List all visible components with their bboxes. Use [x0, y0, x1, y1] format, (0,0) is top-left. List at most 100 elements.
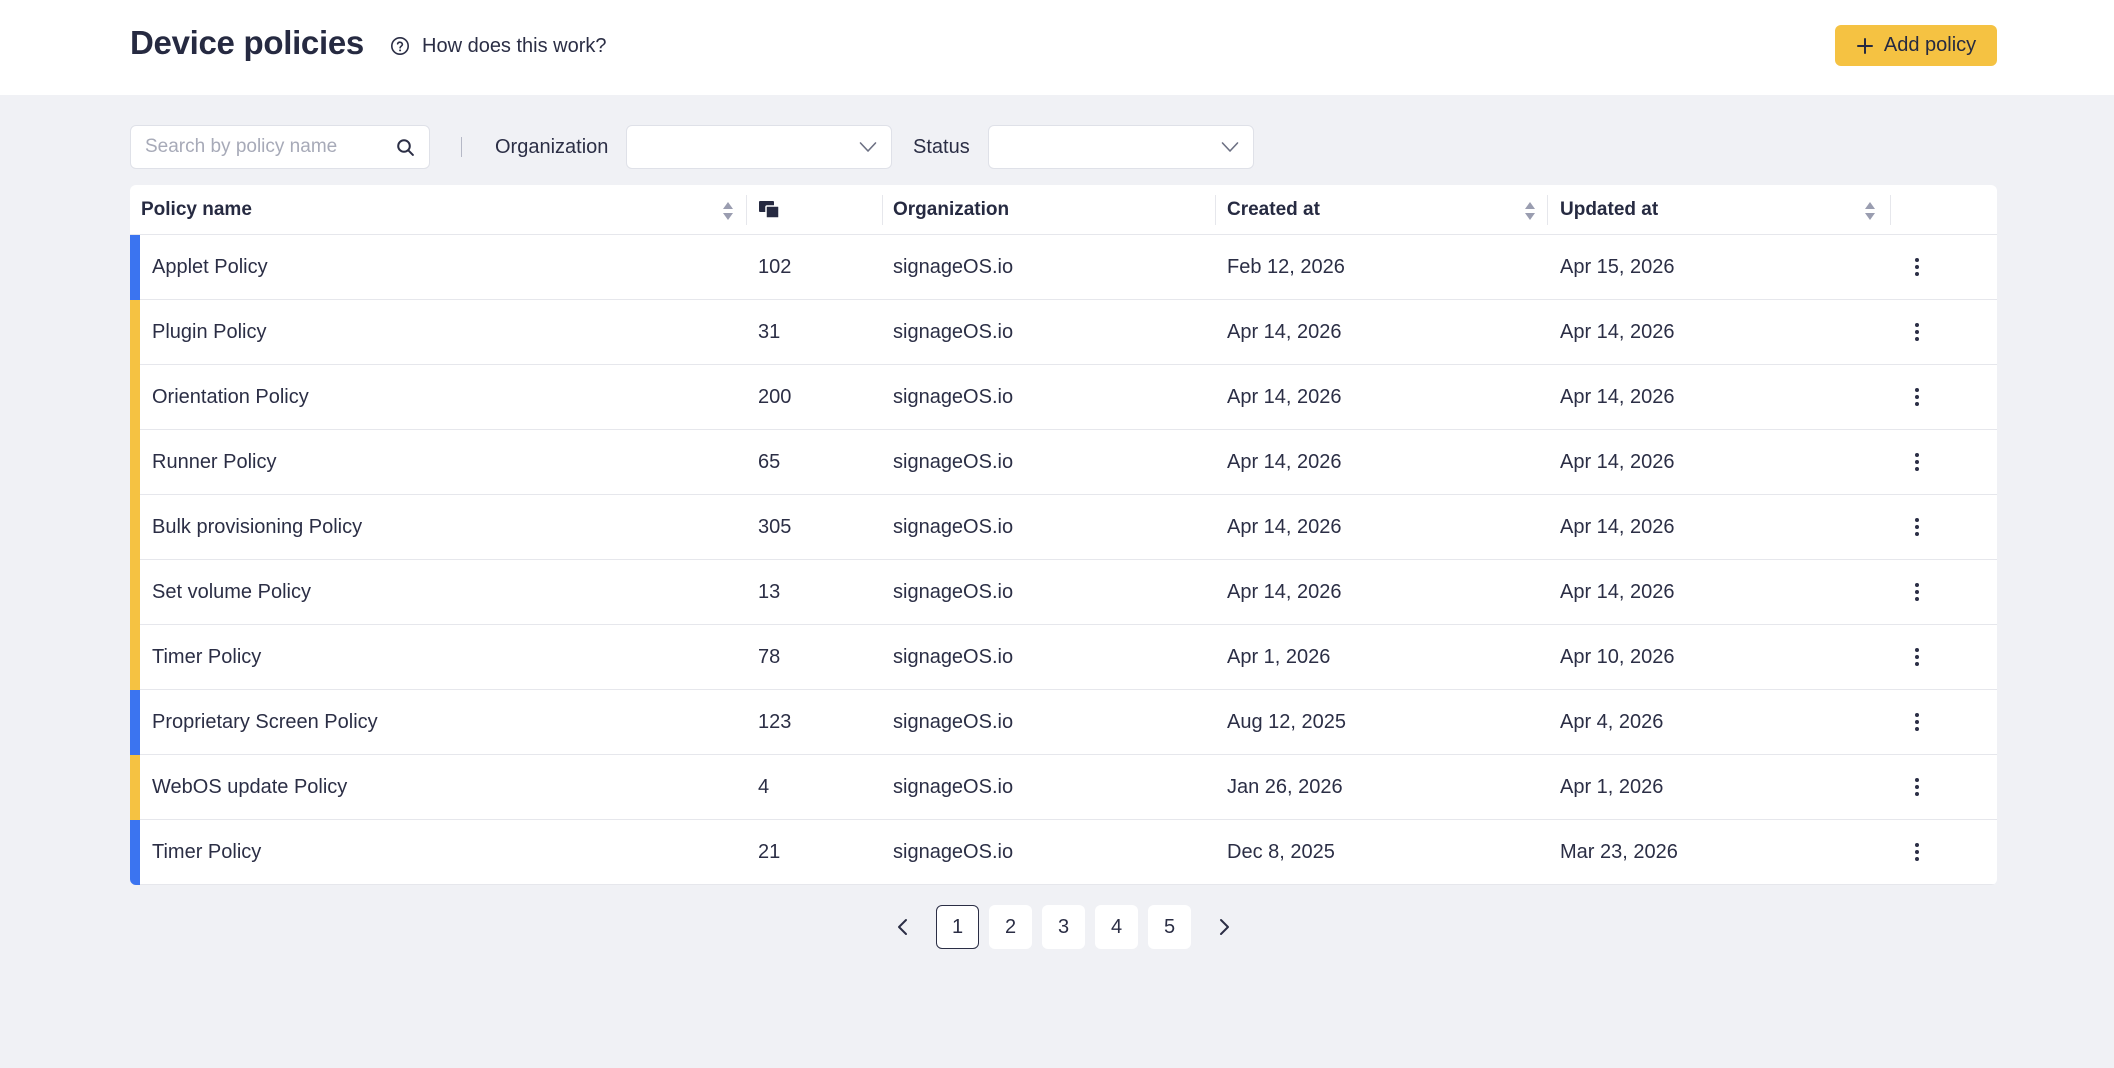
status-indicator: [130, 495, 140, 560]
table-row[interactable]: Orientation Policy 200 signageOS.io Apr 14,…: [130, 365, 1997, 430]
search-icon[interactable]: [396, 138, 415, 157]
column-divider: [1890, 195, 1891, 225]
organization-cell: signageOS.io: [893, 385, 1014, 408]
column-header-updated-at: Updated at: [1560, 199, 1659, 220]
more-options-icon[interactable]: [1910, 255, 1924, 279]
status-select[interactable]: [988, 125, 1254, 169]
next-page-arrow-icon[interactable]: [1212, 915, 1236, 939]
organization-cell: signageOS.io: [893, 255, 1014, 278]
device-count-cell: 13: [758, 580, 781, 603]
created-at-cell: Apr 14, 2026: [1227, 320, 1342, 343]
more-options-icon[interactable]: [1910, 710, 1924, 734]
created-at-cell: Apr 14, 2026: [1227, 515, 1342, 538]
policy-name-cell: Proprietary Screen Policy: [152, 710, 378, 733]
column-divider: [882, 195, 883, 225]
more-options-icon[interactable]: [1910, 775, 1924, 799]
top-bar: Device policies How does this work? Add …: [0, 0, 2114, 95]
page-button[interactable]: 1: [936, 905, 979, 949]
policy-name-cell: Timer Policy: [152, 840, 262, 863]
updated-at-cell: Apr 1, 2026: [1560, 775, 1664, 798]
policies-table: Policy name Organization Created at Upda…: [130, 185, 1997, 885]
created-at-cell: Dec 8, 2025: [1227, 840, 1335, 863]
sort-icon[interactable]: [1523, 200, 1537, 222]
updated-at-cell: Apr 10, 2026: [1560, 645, 1675, 668]
search-input[interactable]: [145, 126, 385, 168]
help-link[interactable]: How does this work?: [390, 32, 607, 60]
more-options-icon[interactable]: [1910, 515, 1924, 539]
table-row[interactable]: Proprietary Screen Policy 123 signageOS.io…: [130, 690, 1997, 755]
status-indicator: [130, 755, 140, 820]
organization-select[interactable]: [626, 125, 892, 169]
more-options-icon[interactable]: [1910, 580, 1924, 604]
more-options-icon[interactable]: [1910, 450, 1924, 474]
organization-cell: signageOS.io: [893, 710, 1014, 733]
created-at-cell: Apr 14, 2026: [1227, 450, 1342, 473]
policy-name-cell: Orientation Policy: [152, 385, 309, 408]
policy-name-cell: Plugin Policy: [152, 320, 267, 343]
sort-icon[interactable]: [1863, 200, 1877, 222]
column-header-organization: Organization: [893, 199, 1010, 220]
add-policy-button[interactable]: Add policy: [1835, 25, 1997, 66]
table-row[interactable]: WebOS update Policy 4 signageOS.io Jan 26, …: [130, 755, 1997, 820]
status-indicator: [130, 820, 140, 885]
column-header-devices: [758, 185, 780, 235]
more-options-icon[interactable]: [1910, 840, 1924, 864]
sort-icon[interactable]: [721, 200, 735, 222]
device-count-cell: 31: [758, 320, 781, 343]
status-indicator: [130, 430, 140, 495]
organization-cell: signageOS.io: [893, 645, 1014, 668]
updated-at-cell: Apr 15, 2026: [1560, 255, 1675, 278]
more-options-icon[interactable]: [1910, 385, 1924, 409]
policy-name-cell: Set volume Policy: [152, 580, 311, 603]
organization-filter-label: Organization: [495, 136, 609, 158]
plus-icon: [1856, 37, 1874, 55]
devices-icon: [758, 200, 780, 220]
device-count-cell: 21: [758, 840, 781, 863]
page-button[interactable]: 3: [1042, 905, 1085, 949]
column-divider: [1547, 195, 1548, 225]
updated-at-cell: Apr 4, 2026: [1560, 710, 1664, 733]
table-row[interactable]: Bulk provisioning Policy 305 signageOS.io A…: [130, 495, 1997, 560]
page-button[interactable]: 5: [1148, 905, 1191, 949]
table-row[interactable]: Plugin Policy 31 signageOS.io Apr 14, 2026 A…: [130, 300, 1997, 365]
organization-cell: signageOS.io: [893, 840, 1014, 863]
organization-cell: signageOS.io: [893, 515, 1014, 538]
search-box: [130, 125, 430, 169]
table-row[interactable]: Runner Policy 65 signageOS.io Apr 14, 2026 A…: [130, 430, 1997, 495]
status-filter-label: Status: [913, 136, 970, 158]
policy-name-cell: Applet Policy: [152, 255, 268, 278]
page-button[interactable]: 2: [989, 905, 1032, 949]
device-count-cell: 305: [758, 515, 792, 538]
filter-divider: [461, 137, 462, 157]
status-indicator: [130, 690, 140, 755]
column-divider: [1215, 195, 1216, 225]
more-options-icon[interactable]: [1910, 320, 1924, 344]
table-row[interactable]: Timer Policy 78 signageOS.io Apr 1, 2026 Apr…: [130, 625, 1997, 690]
filter-bar: Organization Status: [130, 125, 2000, 169]
device-count-cell: 123: [758, 710, 792, 733]
status-indicator: [130, 625, 140, 690]
created-at-cell: Apr 1, 2026: [1227, 645, 1331, 668]
table-header: Policy name Organization Created at Upda…: [130, 185, 1997, 235]
table-row[interactable]: Timer Policy 21 signageOS.io Dec 8, 2025 Mar…: [130, 820, 1997, 885]
policy-name-cell: WebOS update Policy: [152, 775, 348, 798]
help-link-label: How does this work?: [422, 34, 607, 57]
table-row[interactable]: Set volume Policy 13 signageOS.io Apr 14, 2…: [130, 560, 1997, 625]
more-options-icon[interactable]: [1910, 645, 1924, 669]
device-count-cell: 4: [758, 775, 770, 798]
device-count-cell: 78: [758, 645, 781, 668]
created-at-cell: Feb 12, 2026: [1227, 255, 1345, 278]
organization-cell: signageOS.io: [893, 580, 1014, 603]
organization-cell: signageOS.io: [893, 320, 1014, 343]
previous-page-arrow-icon[interactable]: [891, 915, 915, 939]
device-count-cell: 200: [758, 385, 792, 408]
updated-at-cell: Mar 23, 2026: [1560, 840, 1678, 863]
page-title: Device policies: [130, 24, 364, 61]
policy-name-cell: Runner Policy: [152, 450, 277, 473]
table-row[interactable]: Applet Policy 102 signageOS.io Feb 12, 2026…: [130, 235, 1997, 300]
column-header-policy-name: Policy name: [141, 199, 252, 220]
question-circle-icon: [390, 36, 410, 56]
page-button[interactable]: 4: [1095, 905, 1138, 949]
status-indicator: [130, 560, 140, 625]
